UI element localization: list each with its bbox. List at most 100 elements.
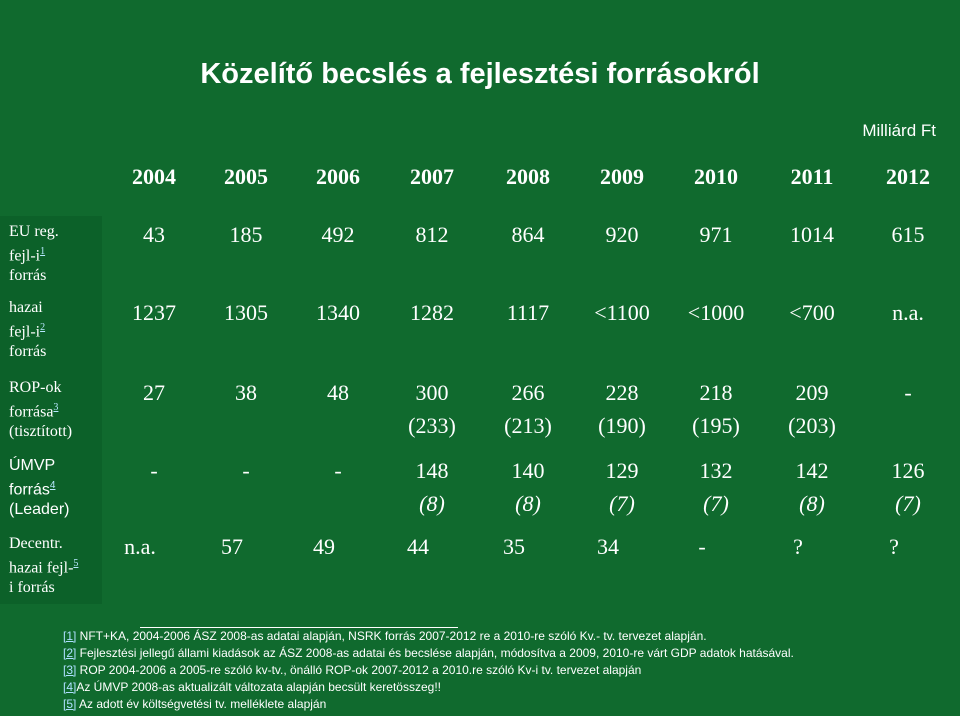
table-cell: 492 <box>288 218 388 251</box>
footnote-link[interactable]: [5] <box>63 697 77 711</box>
cell-value: 27 <box>143 380 165 405</box>
row-label-line: Decentr. <box>9 535 63 552</box>
table-cell: <700 <box>762 296 862 329</box>
row-label-line: forrás <box>9 267 47 285</box>
cell-value: 228 <box>605 380 639 405</box>
table-cell: 38 <box>196 376 296 409</box>
cell-value: 1014 <box>790 222 834 247</box>
cell-subvalue: (233) <box>408 413 456 438</box>
footnote-text: Az adott év költségvetési tv. melléklete… <box>76 697 327 711</box>
cell-value: 44 <box>407 534 429 559</box>
cell-value: 209 <box>795 380 829 405</box>
unit-label: Milliárd Ft <box>862 121 936 140</box>
year-header: 2010 <box>694 164 738 189</box>
table-cell: n.a. <box>858 296 958 329</box>
cell-subvalue: (213) <box>504 413 552 438</box>
cell-value: 864 <box>511 222 545 247</box>
row-label-line: EU reg. <box>9 223 59 240</box>
footnote-ref[interactable]: 3 <box>53 402 59 413</box>
row-label-line: forrás <box>9 481 50 499</box>
footnote: [2] Fejlesztési jellegű állami kiadások … <box>63 645 943 662</box>
cell-value: - <box>698 534 706 559</box>
cell-value: - <box>334 458 342 483</box>
cell-value: 1305 <box>224 300 268 325</box>
cell-value: 126 <box>891 458 925 483</box>
footnote-link[interactable]: [2] <box>63 646 77 660</box>
row-label-line: hazai fejl- <box>9 559 74 577</box>
year-header: 2009 <box>600 164 644 189</box>
slide-title: Közelítő becslés a fejlesztési forrásokr… <box>200 58 760 90</box>
table-cell: 34 <box>558 530 658 563</box>
footnote-text: ROP 2004-2006 a 2005-re szóló kv-tv., ön… <box>76 663 642 677</box>
cell-value: 920 <box>605 222 639 247</box>
cell-subvalue: (195) <box>692 413 740 438</box>
cell-subvalue: (7) <box>895 491 921 516</box>
row-label: Decentr. hazai fejl-5 i forrás <box>9 534 99 598</box>
year-header: 2006 <box>316 164 360 189</box>
table-cell: 1340 <box>288 296 388 329</box>
cell-subvalue: (190) <box>598 413 646 438</box>
footnote-ref[interactable]: 1 <box>40 246 46 257</box>
row-label: hazai fejl-i2 forrás <box>9 298 99 362</box>
cell-value: 43 <box>143 222 165 247</box>
footnote-ref[interactable]: 4 <box>49 480 56 491</box>
cell-value: <700 <box>789 300 835 325</box>
cell-value: 615 <box>891 222 925 247</box>
table-cell: 218 (195) <box>666 376 766 442</box>
cell-value: 185 <box>229 222 263 247</box>
footnote-ref[interactable]: 2 <box>40 322 46 333</box>
footnote-ref[interactable]: 5 <box>73 558 79 569</box>
footnote-link[interactable]: [3] <box>63 663 77 677</box>
cell-value: 812 <box>415 222 449 247</box>
table-cell: ? <box>748 530 848 563</box>
row-label-line: ROP-ok <box>9 379 62 396</box>
footnote-link[interactable]: [4] <box>63 680 77 694</box>
cell-value: 1237 <box>132 300 176 325</box>
footnote-link[interactable]: [1] <box>63 629 77 643</box>
cell-subvalue: (8) <box>799 491 825 516</box>
cell-value: ? <box>889 534 899 559</box>
table-cell: 266 (213) <box>478 376 578 442</box>
table-cell: 1237 <box>104 296 204 329</box>
cell-value: 148 <box>415 458 449 483</box>
row-label-line: (Leader) <box>9 501 70 519</box>
cell-value: 48 <box>327 380 349 405</box>
table-cell: 140 (8) <box>478 454 578 520</box>
footnote-text: NFT+KA, 2004-2006 ÁSZ 2008-as adatai ala… <box>76 629 707 643</box>
cell-value: 35 <box>503 534 525 559</box>
year-header: 2008 <box>506 164 550 189</box>
table-cell: 228 (190) <box>572 376 672 442</box>
year-header: 2011 <box>790 164 834 189</box>
year-header: 2004 <box>132 164 176 189</box>
table-cell: 44 <box>368 530 468 563</box>
cell-value: 140 <box>511 458 545 483</box>
table-cell: 43 <box>104 218 204 251</box>
cell-value: ? <box>793 534 803 559</box>
cell-value: 1117 <box>506 300 550 325</box>
cell-value: - <box>904 380 912 405</box>
table-cell: 185 <box>196 218 296 251</box>
table-cell: 48 <box>288 376 388 409</box>
footnote: [1] NFT+KA, 2004-2006 ÁSZ 2008-as adatai… <box>63 628 943 645</box>
cell-value: 129 <box>605 458 639 483</box>
row-label: ÚMVP forrás4 (Leader) <box>9 456 99 520</box>
row-label: EU reg. fejl-i1 forrás <box>9 222 99 286</box>
table-cell: 209 (203) <box>762 376 862 442</box>
row-label: ROP-ok forrása3 (tisztított) <box>9 378 99 442</box>
cell-value: 49 <box>313 534 335 559</box>
table-cell: 129 (7) <box>572 454 672 520</box>
table-cell: 812 <box>382 218 482 251</box>
table-cell: 49 <box>274 530 374 563</box>
cell-subvalue: (7) <box>609 491 635 516</box>
table-cell: 57 <box>182 530 282 563</box>
table-cell: 1305 <box>196 296 296 329</box>
table-cell: n.a. <box>90 530 190 563</box>
cell-value: 1282 <box>410 300 454 325</box>
footnote: [4]Az ÚMVP 2008-as aktualizált változata… <box>63 679 943 696</box>
year-header: 2005 <box>224 164 268 189</box>
row-label-line: ÚMVP <box>9 457 56 474</box>
year-header: 2012 <box>886 164 930 189</box>
cell-subvalue: (7) <box>703 491 729 516</box>
table-cell: - <box>196 454 296 487</box>
